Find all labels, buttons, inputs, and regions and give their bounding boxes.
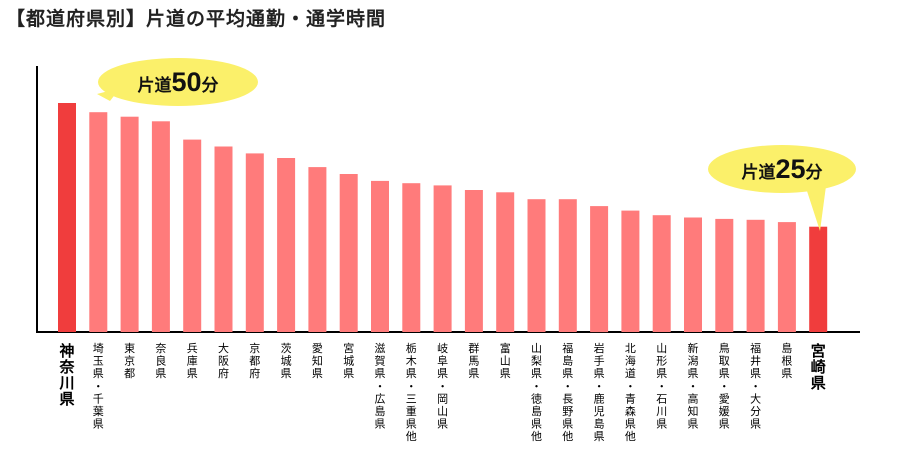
x-tick-label-7: 京都府 [249,341,260,380]
bar-10 [339,174,358,332]
x-tick-label-21: 新潟県・高知県 [688,341,699,431]
bar-21 [684,217,702,332]
bar-7 [245,153,264,332]
x-tick-label-1: 神奈川県 [58,342,75,408]
bar-1 [58,103,76,332]
bar-4 [151,121,170,332]
x-tick-label-9: 愛知県 [312,342,323,380]
min-callout-value: 25 [775,154,805,184]
max-callout-value: 50 [171,67,201,97]
x-tick-label-12: 栃木県・三重県他 [406,341,417,443]
x-tick-label-22: 鳥取県・愛媛県 [719,341,730,431]
x-tick-label-2: 埼玉県・千葉県 [93,341,104,431]
x-tick-label-4: 奈良県 [155,341,166,380]
bar-12 [402,183,421,332]
bar-11 [371,180,389,332]
bar-22 [715,218,734,332]
x-tick-label-23: 福井県・大分県 [750,341,761,431]
max-callout-prefix: 片道 [137,75,171,95]
x-tick-label-3: 東京都 [124,342,135,380]
min-callout-bubble [708,145,856,193]
min-callout: 片道25分 [708,145,856,231]
bar-23 [746,219,765,332]
max-callout-text: 片道50分 [137,67,218,97]
bar-16 [527,199,546,332]
chart-title: 【都道府県別】片道の平均通勤・通学時間 [6,8,387,30]
bar-9 [308,167,327,332]
bar-17 [558,199,577,332]
x-tick-label-6: 大阪府 [218,341,229,380]
bar-8 [277,158,296,332]
x-tick-label-5: 兵庫県 [187,342,198,380]
bar-2 [89,112,108,332]
bar-19 [621,210,640,332]
max-callout: 片道50分 [97,58,258,106]
x-tick-label-16: 山梨県・徳島県他 [531,342,542,443]
bar-13 [433,185,452,332]
x-tick-label-11: 滋賀県・広島県 [375,342,386,431]
min-callout-pointer [806,186,826,231]
x-tick-label-24: 島根県 [781,341,792,380]
x-tick-label-10: 宮城県 [343,341,354,380]
bar-5 [183,139,202,332]
bar-25 [809,226,828,332]
x-tick-label-17: 福島県・長野県他 [562,341,573,443]
max-callout-bubble [98,58,258,106]
x-tick-label-18: 岩手県・鹿児島県 [594,341,605,443]
bar-15 [496,192,515,332]
x-tick-label-13: 岐阜県・岡山県 [437,342,448,431]
bar-18 [590,206,609,333]
min-callout-unit: 分 [806,163,823,182]
max-callout-unit: 分 [202,76,219,95]
min-callout-prefix: 片道 [741,162,775,182]
bar-24 [777,222,796,332]
x-tick-label-8: 茨城県 [281,341,292,380]
bar-3 [120,116,139,332]
x-tick-label-14: 群馬県 [468,341,479,380]
x-tick-label-19: 北海道・青森県他 [625,342,636,443]
max-callout-pointer [97,88,120,101]
x-tick-label-15: 富山県 [500,341,511,380]
x-tick-label-20: 山形県・石川県 [656,342,667,431]
bar-14 [464,190,483,332]
bar-20 [652,215,671,332]
min-callout-text: 片道25分 [741,154,822,184]
x-tick-label-25: 宮崎県 [811,342,826,392]
bar-6 [214,146,233,332]
